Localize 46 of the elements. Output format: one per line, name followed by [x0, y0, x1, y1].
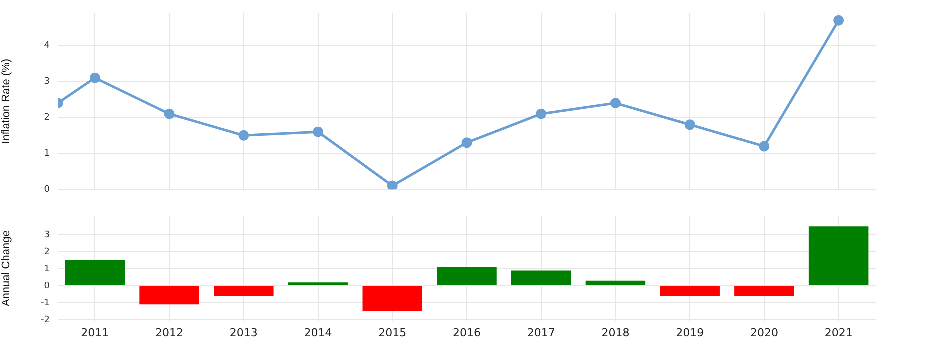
point: [313, 126, 324, 138]
x-tick-label: 2019: [676, 326, 704, 340]
y-tick-label: 4: [44, 41, 50, 52]
point: [387, 180, 398, 190]
bar: [214, 286, 274, 296]
bar: [808, 226, 869, 286]
bar: [586, 280, 646, 286]
x-tick-label: 2013: [230, 326, 258, 340]
y-tick-label: 3: [44, 77, 50, 88]
bar: [362, 286, 423, 312]
bar: [140, 286, 200, 305]
point: [462, 138, 472, 148]
bar: [288, 282, 348, 286]
y-tick-label: -1: [41, 298, 50, 308]
point: [610, 98, 621, 109]
x-tick-label: 2015: [378, 326, 407, 340]
y-tick-label: 0: [44, 184, 50, 195]
bar: [65, 260, 126, 286]
bar: [660, 286, 720, 296]
x-tick-label: 2016: [453, 326, 481, 340]
y-tick-label: -2: [41, 315, 50, 326]
y-tick-label: 0: [44, 281, 50, 292]
y-axis-title: Annual Change: [0, 230, 13, 307]
point: [238, 130, 250, 141]
x-tick-label: 2012: [156, 326, 184, 340]
x-tick-label: 2018: [602, 326, 630, 340]
x-tick-label: 2020: [750, 326, 778, 340]
point: [684, 120, 696, 130]
point: [759, 141, 770, 152]
y-axis-title: Inflation Rate (%): [0, 59, 13, 144]
point: [90, 72, 100, 84]
x-tick-label: 2017: [527, 326, 556, 340]
bar: [437, 267, 497, 286]
x-tick-label: 2014: [304, 326, 332, 340]
point: [536, 108, 547, 120]
bar: [734, 286, 794, 296]
point: [164, 108, 175, 120]
x-tick-label: 2011: [81, 326, 110, 340]
y-tick-label: 1: [44, 148, 50, 159]
x-tick-label: 2021: [824, 326, 853, 340]
point: [834, 15, 844, 26]
y-tick-label: 2: [44, 247, 50, 258]
y-tick-label: 1: [44, 264, 50, 274]
bar: [511, 270, 572, 286]
y-tick-label: 3: [44, 230, 50, 240]
y-tick-label: 2: [44, 113, 50, 124]
